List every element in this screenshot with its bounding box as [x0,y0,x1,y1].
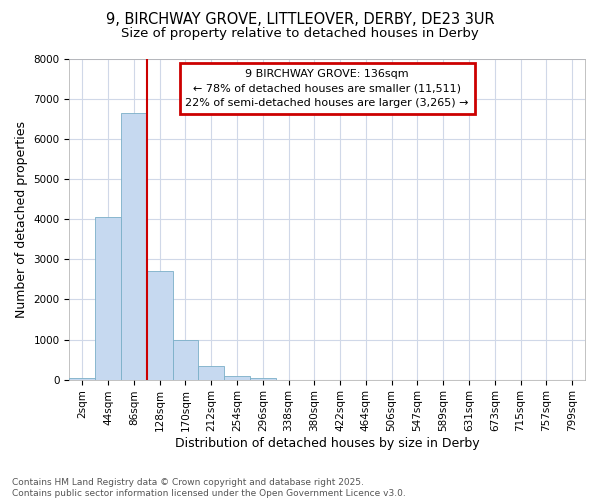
Text: Size of property relative to detached houses in Derby: Size of property relative to detached ho… [121,28,479,40]
Bar [95,218,121,380]
Bar [199,366,224,380]
Bar [224,376,250,380]
Bar [70,378,95,380]
X-axis label: Distribution of detached houses by size in Derby: Distribution of detached houses by size … [175,437,479,450]
Y-axis label: Number of detached properties: Number of detached properties [15,121,28,318]
Text: Contains HM Land Registry data © Crown copyright and database right 2025.
Contai: Contains HM Land Registry data © Crown c… [12,478,406,498]
Bar [147,272,173,380]
Bar [121,113,147,380]
Text: 9 BIRCHWAY GROVE: 136sqm
← 78% of detached houses are smaller (11,511)
22% of se: 9 BIRCHWAY GROVE: 136sqm ← 78% of detach… [185,68,469,108]
Text: 9, BIRCHWAY GROVE, LITTLEOVER, DERBY, DE23 3UR: 9, BIRCHWAY GROVE, LITTLEOVER, DERBY, DE… [106,12,494,28]
Bar [173,340,199,380]
Bar [250,378,275,380]
